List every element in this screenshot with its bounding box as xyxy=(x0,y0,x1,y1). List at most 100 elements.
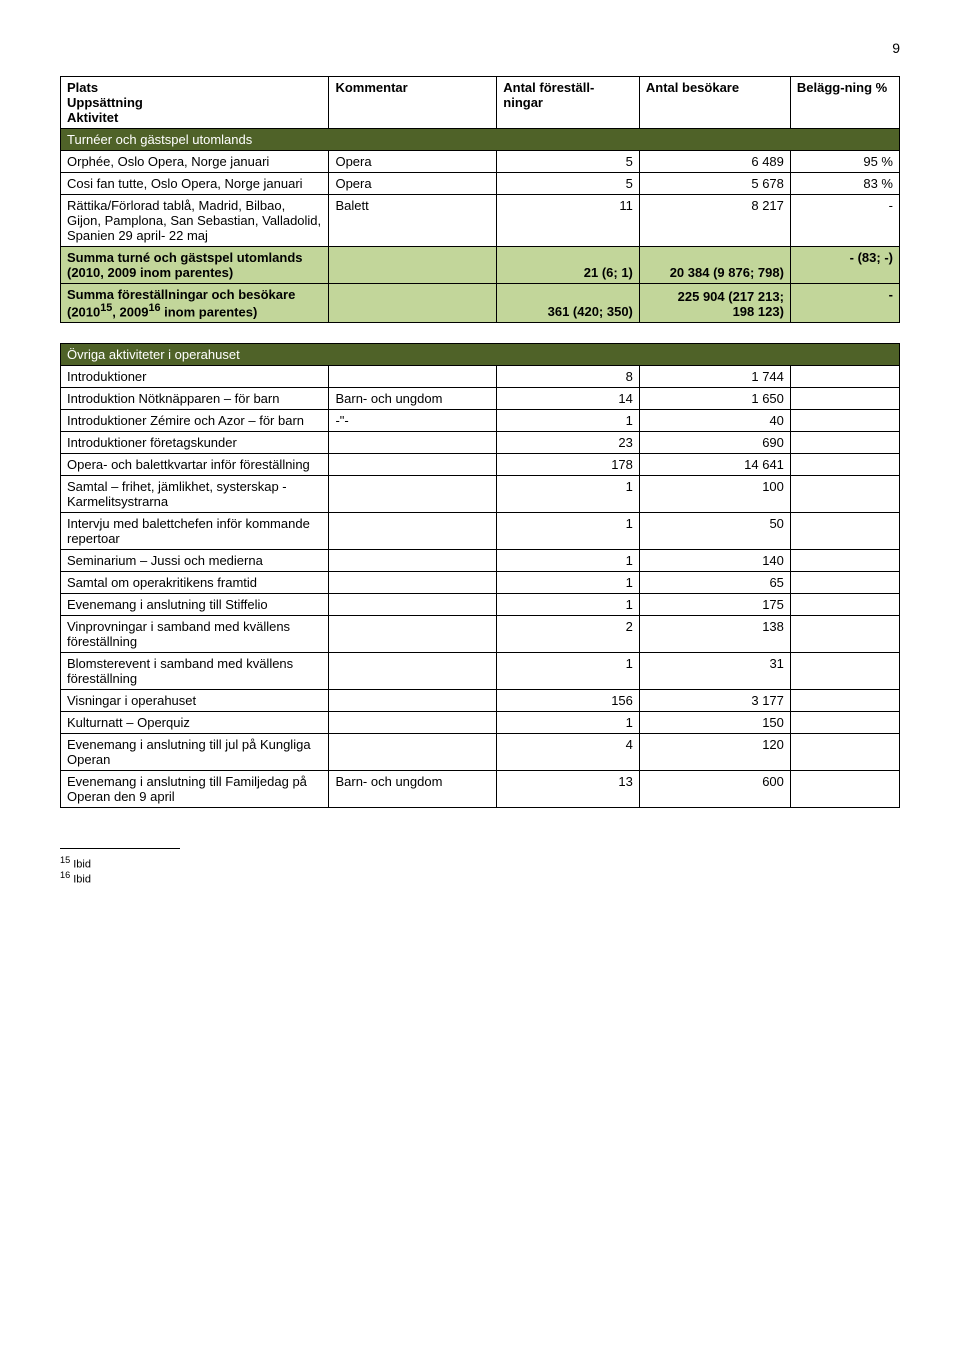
cell: 1 xyxy=(497,712,640,734)
cell xyxy=(790,513,899,550)
cell: Opera xyxy=(329,151,497,173)
cell: 600 xyxy=(639,771,790,808)
cell: - (83; -) xyxy=(790,247,899,284)
cell: Visningar i operahuset xyxy=(61,690,329,712)
header-row: Plats Uppsättning Aktivitet Kommentar An… xyxy=(61,77,900,129)
cell: 50 xyxy=(639,513,790,550)
cell xyxy=(329,550,497,572)
cell: 1 xyxy=(497,476,640,513)
table-row: Introduktioner81 744 xyxy=(61,366,900,388)
cell: 2 xyxy=(497,616,640,653)
cell: 3 177 xyxy=(639,690,790,712)
cell: 156 xyxy=(497,690,640,712)
cell: 13 xyxy=(497,771,640,808)
cell xyxy=(329,712,497,734)
spacer-row xyxy=(61,323,900,344)
cell xyxy=(790,366,899,388)
table-row: Blomsterevent i samband med kvällens för… xyxy=(61,653,900,690)
cell: 1 xyxy=(497,513,640,550)
cell xyxy=(790,432,899,454)
cell: 225 904 (217 213; 198 123) xyxy=(639,284,790,323)
cell: 40 xyxy=(639,410,790,432)
summary-label: Summa föreställningar och besökare (2010… xyxy=(61,284,329,323)
cell: 31 xyxy=(639,653,790,690)
cell xyxy=(329,690,497,712)
header-kommentar: Kommentar xyxy=(329,77,497,129)
cell: 1 744 xyxy=(639,366,790,388)
cell: 83 % xyxy=(790,173,899,195)
table-row: Samtal – frihet, jämlikhet, systerskap -… xyxy=(61,476,900,513)
spacer-cell xyxy=(61,323,900,344)
cell xyxy=(329,247,497,284)
cell: Intervju med balettchefen inför kommande… xyxy=(61,513,329,550)
cell: 6 489 xyxy=(639,151,790,173)
cell: 140 xyxy=(639,550,790,572)
cell: -"- xyxy=(329,410,497,432)
cell: Kulturnatt – Operquiz xyxy=(61,712,329,734)
footnote-16: 16 Ibid xyxy=(60,870,900,886)
header-antal-b: Antal besökare xyxy=(639,77,790,129)
section-header-cell: Turnéer och gästspel utomlands xyxy=(61,129,900,151)
cell: Opera- och balettkvartar inför föreställ… xyxy=(61,454,329,476)
cell: 5 xyxy=(497,173,640,195)
cell: Samtal – frihet, jämlikhet, systerskap -… xyxy=(61,476,329,513)
footnote-15: 15 Ibid xyxy=(60,855,900,871)
table-row: Seminarium – Jussi och medierna1140 xyxy=(61,550,900,572)
cell: Orphée, Oslo Opera, Norge januari xyxy=(61,151,329,173)
cell: 1 xyxy=(497,572,640,594)
cell: 100 xyxy=(639,476,790,513)
cell xyxy=(329,734,497,771)
cell: Barn- och ungdom xyxy=(329,388,497,410)
cell xyxy=(790,653,899,690)
cell: Vinprovningar i samband med kvällens för… xyxy=(61,616,329,653)
cell: Introduktioner företagskunder xyxy=(61,432,329,454)
page-number: 9 xyxy=(60,40,900,56)
cell: 11 xyxy=(497,195,640,247)
table-row: Samtal om operakritikens framtid 165 xyxy=(61,572,900,594)
table-row: Visningar i operahuset 1563 177 xyxy=(61,690,900,712)
cell xyxy=(329,454,497,476)
table-row: Introduktioner Zémire och Azor – för bar… xyxy=(61,410,900,432)
summary-label: Summa turné och gästspel utomlands (2010… xyxy=(61,247,329,284)
header-belagg: Belägg-ning % xyxy=(790,77,899,129)
cell: Opera xyxy=(329,173,497,195)
cell xyxy=(790,734,899,771)
cell: 14 641 xyxy=(639,454,790,476)
summary-row: Summa turné och gästspel utomlands (2010… xyxy=(61,247,900,284)
cell: Samtal om operakritikens framtid xyxy=(61,572,329,594)
cell: 178 xyxy=(497,454,640,476)
cell: 21 (6; 1) xyxy=(497,247,640,284)
cell xyxy=(790,690,899,712)
cell: Evenemang i anslutning till jul på Kungl… xyxy=(61,734,329,771)
cell xyxy=(329,653,497,690)
cell: 65 xyxy=(639,572,790,594)
cell: - xyxy=(790,195,899,247)
cell xyxy=(329,616,497,653)
cell: 690 xyxy=(639,432,790,454)
cell xyxy=(790,594,899,616)
cell: 14 xyxy=(497,388,640,410)
cell xyxy=(329,572,497,594)
section-header: Turnéer och gästspel utomlands xyxy=(61,129,900,151)
header-plats: Plats Uppsättning Aktivitet xyxy=(61,77,329,129)
cell xyxy=(790,476,899,513)
cell: Balett xyxy=(329,195,497,247)
table-row: Introduktioner företagskunder23690 xyxy=(61,432,900,454)
cell: 1 xyxy=(497,594,640,616)
table-row: Evenemang i anslutning till Stiffelio117… xyxy=(61,594,900,616)
cell: 8 xyxy=(497,366,640,388)
table-row: Cosi fan tutte, Oslo Opera, Norge januar… xyxy=(61,173,900,195)
cell xyxy=(329,284,497,323)
footnotes: 15 Ibid 16 Ibid xyxy=(60,848,900,886)
cell xyxy=(329,366,497,388)
table-row: Intervju med balettchefen inför kommande… xyxy=(61,513,900,550)
table-row: Opera- och balettkvartar inför föreställ… xyxy=(61,454,900,476)
header-antal-f: Antal föreställ-ningar xyxy=(497,77,640,129)
cell: Evenemang i anslutning till Familjedag p… xyxy=(61,771,329,808)
cell: 4 xyxy=(497,734,640,771)
cell xyxy=(790,616,899,653)
cell: 5 xyxy=(497,151,640,173)
cell xyxy=(790,410,899,432)
cell: Barn- och ungdom xyxy=(329,771,497,808)
cell: 1 650 xyxy=(639,388,790,410)
